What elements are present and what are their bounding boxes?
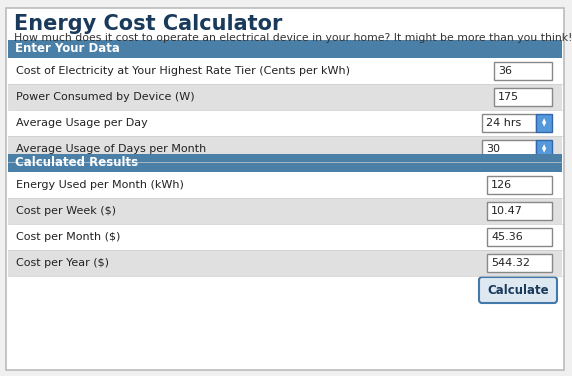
- Bar: [8, 110, 562, 136]
- Text: Cost of Electricity at Your Highest Rate Tier (Cents per kWh): Cost of Electricity at Your Highest Rate…: [16, 66, 350, 76]
- FancyBboxPatch shape: [6, 8, 564, 370]
- Text: ▲: ▲: [542, 118, 546, 123]
- Text: 45.36: 45.36: [491, 232, 523, 242]
- Bar: [494, 62, 552, 80]
- Bar: [8, 250, 562, 276]
- Bar: [8, 154, 562, 172]
- Bar: [8, 84, 562, 110]
- Text: Energy Cost Calculator: Energy Cost Calculator: [14, 14, 283, 34]
- Bar: [536, 140, 552, 158]
- Text: Calculated Results: Calculated Results: [15, 156, 138, 170]
- Text: ▼: ▼: [542, 149, 546, 154]
- Text: 24 hrs: 24 hrs: [486, 118, 521, 128]
- Text: Energy Used per Month (kWh): Energy Used per Month (kWh): [16, 180, 184, 190]
- Text: 544.32: 544.32: [491, 258, 530, 268]
- Text: ▲: ▲: [542, 144, 546, 149]
- Text: 36: 36: [498, 66, 512, 76]
- Text: Calculate: Calculate: [487, 284, 549, 297]
- Text: ▼: ▼: [542, 123, 546, 128]
- Bar: [494, 88, 552, 106]
- Text: Cost per Month ($): Cost per Month ($): [16, 232, 120, 242]
- Bar: [487, 254, 552, 272]
- Bar: [8, 172, 562, 198]
- Bar: [8, 58, 562, 84]
- Bar: [8, 224, 562, 250]
- Text: Enter Your Data: Enter Your Data: [15, 42, 120, 56]
- Text: Power Consumed by Device (W): Power Consumed by Device (W): [16, 92, 194, 102]
- Bar: [8, 40, 562, 58]
- Bar: [487, 202, 552, 220]
- FancyBboxPatch shape: [479, 277, 557, 303]
- Bar: [8, 198, 562, 224]
- Text: 10.47: 10.47: [491, 206, 523, 216]
- Bar: [482, 114, 536, 132]
- Bar: [487, 228, 552, 246]
- Text: Cost per Year ($): Cost per Year ($): [16, 258, 109, 268]
- Bar: [487, 176, 552, 194]
- Text: Cost per Week ($): Cost per Week ($): [16, 206, 116, 216]
- Text: 126: 126: [491, 180, 512, 190]
- Bar: [482, 140, 536, 158]
- Text: Average Usage of Days per Month: Average Usage of Days per Month: [16, 144, 206, 154]
- Bar: [536, 114, 552, 132]
- Text: 30: 30: [486, 144, 500, 154]
- Text: 175: 175: [498, 92, 519, 102]
- Bar: [8, 136, 562, 162]
- Text: How much does it cost to operate an electrical device in your home? It might be : How much does it cost to operate an elec…: [14, 33, 572, 43]
- Text: Average Usage per Day: Average Usage per Day: [16, 118, 148, 128]
